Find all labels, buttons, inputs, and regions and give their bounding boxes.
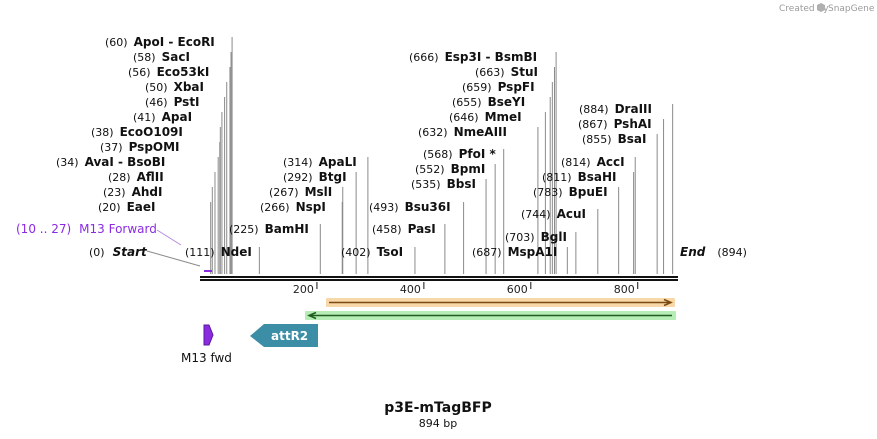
enzyme-leader-lines — [210, 37, 674, 274]
m13-fwd-arrow-icon[interactable] — [203, 324, 214, 346]
primer-binding-mark — [204, 270, 212, 272]
enzyme-label-nspi[interactable]: (266) NspI — [260, 200, 326, 214]
ruler-ticks: 200 400 600 800 — [293, 282, 639, 296]
enzyme-label-psti[interactable]: (46) PstI — [145, 95, 200, 109]
primer-label-m13-forward[interactable]: (10 .. 27) M13 Forward — [16, 222, 157, 236]
sequence-backbone-bottom — [200, 279, 678, 281]
enzyme-label-psppomi[interactable]: (37) PspOMI — [100, 140, 180, 154]
sequence-title: p3E-mTagBFP — [384, 400, 491, 416]
enzyme-label-avai-bsobi[interactable]: (34) AvaI - BsoBI — [56, 155, 165, 169]
enzyme-label-apoi-ecori[interactable]: (60) ApoI - EcoRI — [105, 35, 215, 49]
ruler-tick-label-600: 600 — [507, 283, 528, 296]
feature-label-attr2: attR2 — [271, 329, 308, 343]
enzyme-label-saci[interactable]: (58) SacI — [133, 50, 190, 64]
sequence-length: 894 bp — [419, 417, 457, 430]
start-marker: (0) Start — [89, 245, 148, 259]
enzyme-label-ecoo109i[interactable]: (38) EcoO109I — [91, 125, 183, 139]
feature-label-m13-fwd: M13 fwd — [181, 351, 232, 365]
start-leader-line — [146, 250, 201, 267]
enzyme-label-pshai[interactable]: (867) PshAI — [578, 117, 652, 131]
enzyme-label-mspa1i[interactable]: (687) MspA1I — [472, 245, 557, 259]
enzyme-label-bpuei[interactable]: (783) BpuEI — [533, 185, 608, 199]
enzyme-label-msli[interactable]: (267) MslI — [269, 185, 332, 199]
enzyme-label-ndei[interactable]: (111) NdeI — [185, 245, 252, 259]
orange-feature-bar[interactable] — [326, 298, 675, 307]
enzyme-label-bsahi[interactable]: (811) BsaHI — [542, 170, 617, 184]
enzyme-label-mmei[interactable]: (646) MmeI — [449, 110, 522, 124]
enzyme-labels: (60) ApoI - EcoRI (58) SacI (56) Eco53kI (5… — [56, 35, 652, 259]
enzyme-label-apali[interactable]: (314) ApaLI — [283, 155, 357, 169]
enzyme-label-bpmi[interactable]: (552) BpmI — [415, 162, 485, 176]
ruler-tick-label-200: 200 — [293, 283, 314, 296]
watermark-prefix: Created by — [779, 4, 829, 14]
snapgene-logo-icon — [817, 3, 825, 12]
enzyme-label-draiii[interactable]: (884) DraIII — [579, 102, 652, 116]
enzyme-label-stui[interactable]: (663) StuI — [475, 65, 538, 79]
enzyme-label-apai[interactable]: (41) ApaI — [133, 110, 192, 124]
primer-leader-line — [156, 229, 182, 246]
enzyme-label-pasi[interactable]: (458) PasI — [372, 222, 436, 236]
watermark-brand: SnapGene — [828, 4, 875, 14]
sequence-backbone-top — [200, 276, 678, 278]
attr2-feature[interactable]: attR2 — [250, 324, 318, 347]
ruler-tick-label-800: 800 — [614, 283, 635, 296]
enzyme-label-eaei[interactable]: (20) EaeI — [98, 200, 156, 214]
enzyme-label-nmeaiii[interactable]: (632) NmeAIII — [418, 125, 507, 139]
enzyme-label-xbai[interactable]: (50) XbaI — [145, 80, 204, 94]
enzyme-label-acui[interactable]: (744) AcuI — [521, 207, 586, 221]
enzyme-label-bsu36i[interactable]: (493) Bsu36I — [369, 200, 451, 214]
enzyme-label-esp3i-bsmbi[interactable]: (666) Esp3I - BsmBI — [409, 50, 537, 64]
enzyme-label-acci[interactable]: (814) AccI — [561, 155, 625, 169]
enzyme-label-aflii[interactable]: (28) AflII — [108, 170, 164, 184]
enzyme-label-tsoi[interactable]: (402) TsoI — [341, 245, 403, 259]
enzyme-label-pspfi[interactable]: (659) PspFI — [462, 80, 535, 94]
enzyme-label-bamhi[interactable]: (225) BamHI — [229, 222, 309, 236]
enzyme-label-bbsi[interactable]: (535) BbsI — [411, 177, 476, 191]
enzyme-label-bsai[interactable]: (855) BsaI — [582, 132, 646, 146]
enzyme-label-bseyi[interactable]: (655) BseYI — [452, 95, 525, 109]
enzyme-label-btgi[interactable]: (292) BtgI — [283, 170, 347, 184]
enzyme-label-eco53ki[interactable]: (56) Eco53kI — [128, 65, 209, 79]
ruler-tick-label-400: 400 — [400, 283, 421, 296]
green-feature-bar[interactable] — [305, 311, 676, 320]
end-marker: End (894) — [680, 245, 747, 259]
enzyme-label-bgli[interactable]: (703) BglI — [505, 230, 567, 244]
enzyme-label-ahdi[interactable]: (23) AhdI — [103, 185, 162, 199]
enzyme-label-pfoi[interactable]: (568) PfoI * — [423, 147, 496, 161]
